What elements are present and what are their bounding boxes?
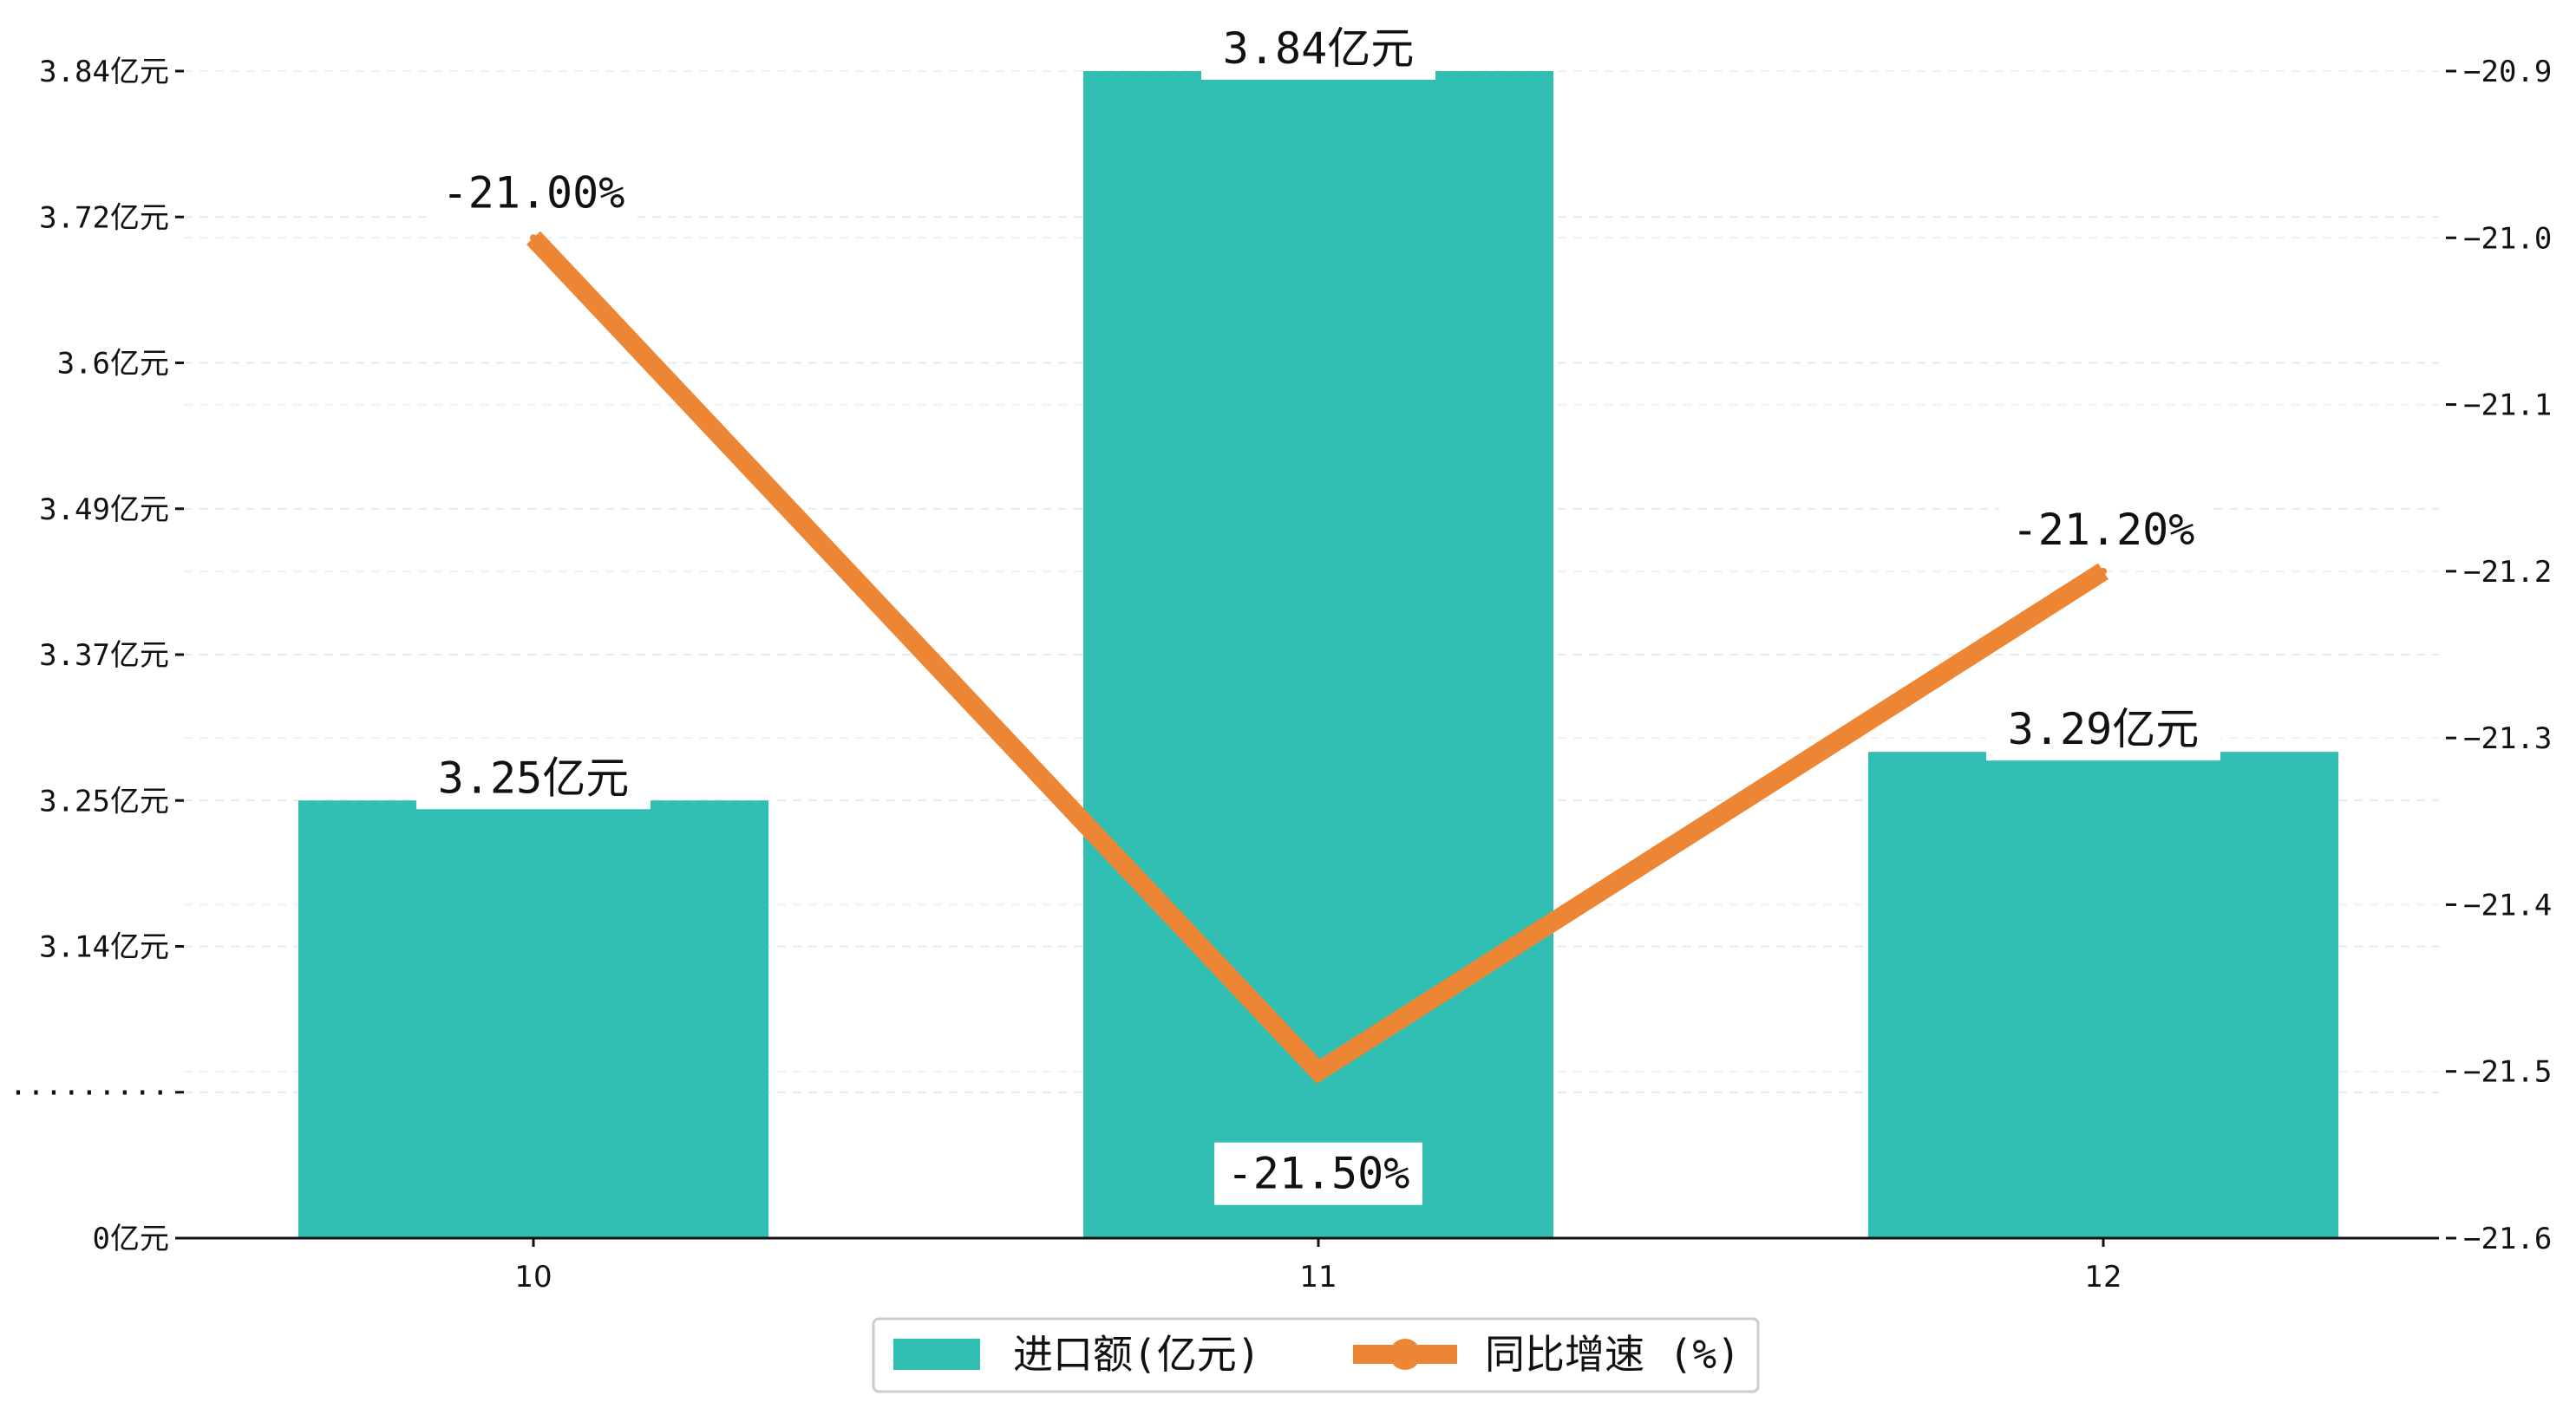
- bar-series: [298, 71, 2338, 1238]
- left-tick-label: 3.72亿元: [39, 200, 169, 235]
- left-tick-label: 3.14亿元: [39, 930, 169, 965]
- bar-value-label-box: [416, 747, 651, 810]
- left-tick-label: 3.49亿元: [39, 492, 169, 527]
- left-tick-label: 3.6亿元: [57, 347, 169, 381]
- line-value-label: -21.50%: [1227, 1149, 1410, 1199]
- bar-value-label: 3.29亿元: [2008, 704, 2199, 754]
- legend: 进口额(亿元) 同比增速 (%): [872, 1317, 1760, 1393]
- x-tick-label: 12: [2084, 1260, 2122, 1294]
- line-series: [526, 231, 2109, 1084]
- x-tick-label: 11: [1299, 1260, 1337, 1294]
- bar-value-label: 3.25亿元: [438, 753, 629, 803]
- left-tick-label: 3.25亿元: [39, 784, 169, 818]
- legend-bar-label: 进口额(亿元): [1013, 1331, 1260, 1378]
- line-point: [530, 234, 537, 242]
- right-tick-label: −21.1: [2463, 388, 2552, 423]
- right-tick-label: −21.3: [2463, 721, 2552, 756]
- left-tick-label: 3.84亿元: [39, 55, 169, 89]
- right-tick-label: −20.9: [2463, 55, 2552, 89]
- right-tick-label: −21.0: [2463, 221, 2552, 256]
- right-tick-label: −21.5: [2463, 1055, 2552, 1090]
- bar-value-label: 3.84亿元: [1223, 23, 1414, 74]
- right-tick-label: −21.2: [2463, 555, 2552, 590]
- legend-line-label: 同比增速 (%): [1485, 1331, 1741, 1378]
- left-tick-label: 0亿元: [93, 1222, 169, 1256]
- line-point: [2100, 567, 2107, 575]
- legend-box: [872, 1317, 1760, 1393]
- left-tick-label: 3.37亿元: [39, 638, 169, 673]
- right-tick-label: −21.4: [2463, 888, 2552, 923]
- bar: [298, 800, 768, 1238]
- legend-line-marker: [1389, 1339, 1421, 1370]
- line-value-label: -21.00%: [442, 167, 625, 218]
- line-value-label-box: [1999, 498, 2207, 561]
- bar-value-label-box: [1986, 698, 2220, 761]
- line-value-label-box: [429, 161, 637, 225]
- bar: [1083, 71, 1553, 1238]
- line-value-label: -21.20%: [2012, 505, 2195, 555]
- axes: 0亿元 ········· 3.14亿元 3.25亿元 3.37亿元 3.49亿元 3.6亿…: [10, 55, 2553, 1294]
- right-tick-label: −21.6: [2463, 1222, 2552, 1256]
- line-point: [1315, 1067, 1322, 1075]
- bar: [1868, 752, 2338, 1238]
- x-tick-label: 10: [514, 1260, 552, 1294]
- left-tick-label: ·········: [10, 1076, 169, 1111]
- bar-value-label-box: [1201, 17, 1435, 80]
- legend-bar-swatch: [893, 1339, 980, 1370]
- line-value-label-box: [1214, 1142, 1422, 1205]
- data-labels: 3.25亿元 3.84亿元 3.29亿元 -21.00% -21.50% -21.20%: [416, 17, 2220, 1205]
